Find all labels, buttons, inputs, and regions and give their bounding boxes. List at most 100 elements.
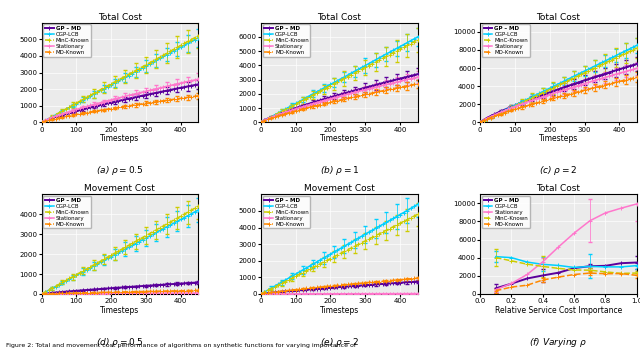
CGP-LCB [396, 212, 404, 217]
GP – MD [188, 84, 195, 88]
MinC-Known [372, 60, 380, 64]
MD-Known [476, 120, 484, 125]
GP – MD [410, 280, 418, 284]
Stationary [38, 120, 45, 125]
CGP-LCB [299, 268, 307, 272]
MinC-Known [299, 98, 307, 103]
CGP-LCB [563, 77, 571, 82]
GP – MD [348, 284, 355, 288]
Stationary [180, 291, 188, 295]
GP – MD [163, 89, 171, 93]
Line: CGP-LCB: CGP-LCB [40, 36, 200, 124]
GP – MD [166, 282, 174, 286]
CGP-LCB [532, 93, 540, 97]
MD-Known [553, 95, 561, 99]
CGP-LCB [188, 212, 195, 216]
MD-Known [264, 291, 272, 295]
CGP-LCB [69, 103, 77, 107]
GP – MD [52, 290, 60, 295]
MinC-Known [146, 232, 154, 236]
MD-Known [602, 83, 609, 87]
Title: Movement Cost: Movement Cost [304, 184, 374, 194]
MinC-Known [191, 36, 198, 40]
X-axis label: Timesteps: Timesteps [100, 306, 140, 315]
MD-Known [340, 282, 348, 287]
Stationary [630, 67, 637, 71]
MinC-Known [79, 268, 87, 273]
MinC-Known [184, 210, 191, 214]
CGP-LCB [570, 74, 578, 78]
GP – MD [86, 105, 94, 110]
Stationary [191, 78, 198, 82]
GP – MD [400, 76, 408, 80]
MD-Known [376, 89, 383, 93]
CGP-LCB [132, 241, 140, 246]
CGP-LCB [260, 290, 268, 294]
MD-Known [351, 94, 358, 99]
X-axis label: Timesteps: Timesteps [539, 134, 578, 143]
CGP-LCB [188, 39, 195, 43]
MinC-Known [76, 271, 84, 275]
Stationary [588, 79, 595, 84]
Stationary [118, 291, 125, 295]
GP – MD [268, 290, 275, 295]
GP – MD [118, 98, 125, 102]
Stationary [362, 88, 369, 92]
MinC-Known [55, 111, 63, 115]
Stationary [515, 103, 522, 107]
MD-Known [79, 111, 87, 115]
Stationary [326, 292, 334, 296]
MD-Known [570, 91, 578, 95]
Stationary [616, 71, 623, 75]
GP – MD [173, 282, 181, 286]
CGP-LCB [556, 81, 564, 85]
MD-Known [173, 97, 181, 101]
GP – MD [289, 107, 296, 111]
Stationary [584, 80, 592, 85]
CGP-LCB [348, 71, 355, 75]
MinC-Known [577, 72, 585, 77]
MinC-Known [406, 216, 414, 220]
MinC-Known [104, 255, 111, 259]
Stationary [344, 92, 352, 96]
MD-Known [306, 286, 314, 290]
GP – MD [302, 103, 310, 107]
Stationary [539, 95, 547, 99]
Stationary [623, 69, 630, 73]
GP – MD [580, 78, 588, 83]
CGP-LCB [504, 107, 512, 111]
Stationary [574, 84, 582, 88]
CGP-LCB [330, 80, 338, 85]
Stationary [504, 107, 512, 111]
Stationary [382, 292, 390, 296]
MinC-Known [570, 268, 578, 272]
Stationary [580, 82, 588, 86]
GP – MD [633, 62, 640, 66]
MinC-Known [348, 246, 355, 250]
CGP-LCB [529, 94, 536, 99]
Stationary [285, 109, 292, 113]
MD-Known [79, 291, 87, 295]
GP – MD [66, 289, 74, 293]
MD-Known [633, 75, 640, 79]
MD-Known [348, 282, 355, 286]
Line: MD-Known: MD-Known [259, 82, 419, 124]
MD-Known [83, 111, 91, 115]
CGP-LCB [605, 57, 612, 61]
CGP-LCB [108, 254, 115, 259]
CGP-LCB [302, 266, 310, 270]
Stationary [320, 292, 328, 296]
MinC-Known [188, 37, 195, 42]
GP – MD [282, 289, 289, 294]
GP – MD [487, 114, 495, 118]
GP – MD [264, 117, 272, 121]
Stationary [532, 97, 540, 101]
MD-Known [122, 290, 129, 294]
MinC-Known [316, 89, 324, 93]
MinC-Known [500, 109, 508, 113]
MinC-Known [355, 69, 362, 73]
MinC-Known [365, 64, 372, 68]
MinC-Known [344, 75, 352, 79]
CGP-LCB [135, 240, 143, 244]
Stationary [188, 291, 195, 295]
